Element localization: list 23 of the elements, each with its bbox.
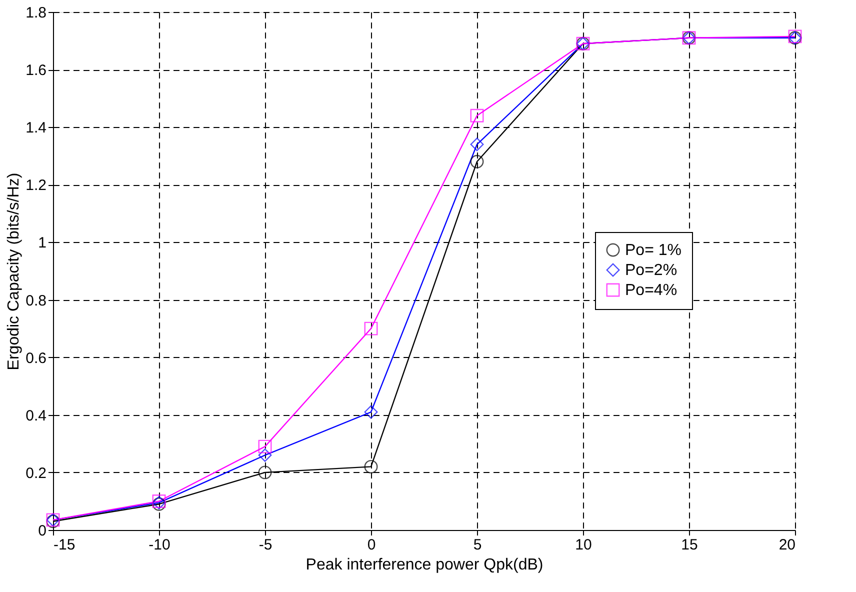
- y-tick-label: 1: [38, 234, 46, 252]
- x-tick-label: 20: [778, 536, 796, 554]
- y-tick-label: 0.6: [26, 350, 46, 367]
- legend-label: Po= 1%: [625, 242, 682, 259]
- y-tick-label: 0.8: [26, 292, 46, 310]
- y-axis-title: Ergodic Capacity (bits/s/Hz): [6, 172, 23, 370]
- y-tick-label: 1.6: [26, 62, 46, 80]
- x-tick-label: 5: [473, 536, 482, 554]
- legend-label: Po=4%: [625, 282, 678, 299]
- y-tick-label: 0: [38, 522, 46, 540]
- y-tick-label: 1.4: [26, 120, 46, 137]
- y-tick-label: 1.8: [26, 4, 46, 22]
- x-tick-label: -5: [258, 536, 272, 554]
- x-tick-label: -10: [148, 536, 170, 554]
- y-tick-label: 0.4: [26, 407, 46, 424]
- x-tick-label: 10: [575, 536, 592, 554]
- x-tick-label: -15: [54, 536, 76, 554]
- legend-label: Po=2%: [625, 262, 678, 279]
- x-axis-title: Peak interference power Qpk(dB): [306, 556, 544, 574]
- y-tick-label: 1.2: [26, 177, 46, 194]
- x-tick-label: 15: [681, 536, 698, 554]
- x-tick-label: 0: [367, 536, 376, 554]
- y-tick-label: 0.2: [26, 464, 46, 482]
